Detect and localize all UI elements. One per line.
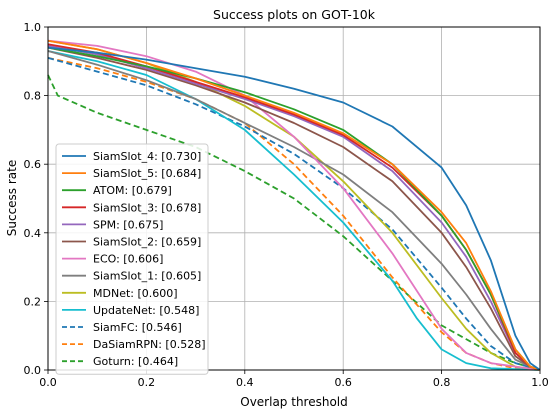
- x-tick-label: 0.4: [236, 376, 254, 389]
- chart-title: Success plots on GOT-10k: [213, 7, 376, 22]
- legend-label: UpdateNet: [0.548]: [93, 304, 199, 317]
- y-tick-label: 0.0: [24, 364, 42, 377]
- legend-label: SPM: [0.675]: [93, 218, 163, 231]
- legend-label: SiamSlot_4: [0.730]: [93, 150, 201, 163]
- y-tick-label: 0.4: [24, 227, 42, 240]
- legend-label: ATOM: [0.679]: [93, 184, 172, 197]
- series-line: [47, 50, 541, 371]
- y-tick-label: 0.8: [24, 90, 42, 103]
- legend-label: DaSiamRPN: [0.528]: [93, 338, 206, 351]
- x-tick-label: 1.0: [531, 376, 549, 389]
- legend-box: [55, 143, 209, 375]
- x-tick-label: 0.0: [39, 376, 57, 389]
- x-tick-label: 0.6: [334, 376, 352, 389]
- x-tick-label: 0.2: [138, 376, 156, 389]
- plot-border: [47, 26, 541, 371]
- y-tick-label: 0.6: [24, 158, 42, 171]
- x-axis-ticks: 0.0 0.2 0.4 0.6 0.8 1.0: [39, 370, 549, 389]
- series-lines: [47, 39, 541, 371]
- legend-label: SiamSlot_1: [0.605]: [93, 270, 201, 283]
- y-tick-label: 0.2: [24, 295, 42, 308]
- series-line: [47, 39, 541, 371]
- series-line: [47, 46, 541, 371]
- legend: SiamSlot_4: [0.730] SiamSlot_5: [0.684] AT…: [55, 143, 209, 375]
- legend-label: SiamSlot_5: [0.684]: [93, 167, 201, 180]
- legend-label: MDNet: [0.600]: [93, 287, 178, 300]
- legend-label: Goturn: [0.464]: [93, 355, 178, 368]
- y-axis-label: Success rate: [5, 160, 19, 237]
- legend-label: SiamFC: [0.546]: [93, 321, 182, 334]
- series-line: [47, 50, 541, 371]
- legend-label: SiamSlot_3: [0.678]: [93, 201, 201, 214]
- legend-label: SiamSlot_2: [0.659]: [93, 236, 201, 249]
- series-line: [47, 39, 541, 371]
- series-line: [47, 46, 541, 371]
- y-tick-label: 1.0: [24, 21, 42, 34]
- y-axis-ticks: 0.0 0.2 0.4 0.6 0.8 1.0: [24, 21, 48, 377]
- legend-label: ECO: [0.606]: [93, 253, 163, 266]
- x-tick-label: 0.8: [433, 376, 451, 389]
- x-axis-label: Overlap threshold: [240, 395, 348, 409]
